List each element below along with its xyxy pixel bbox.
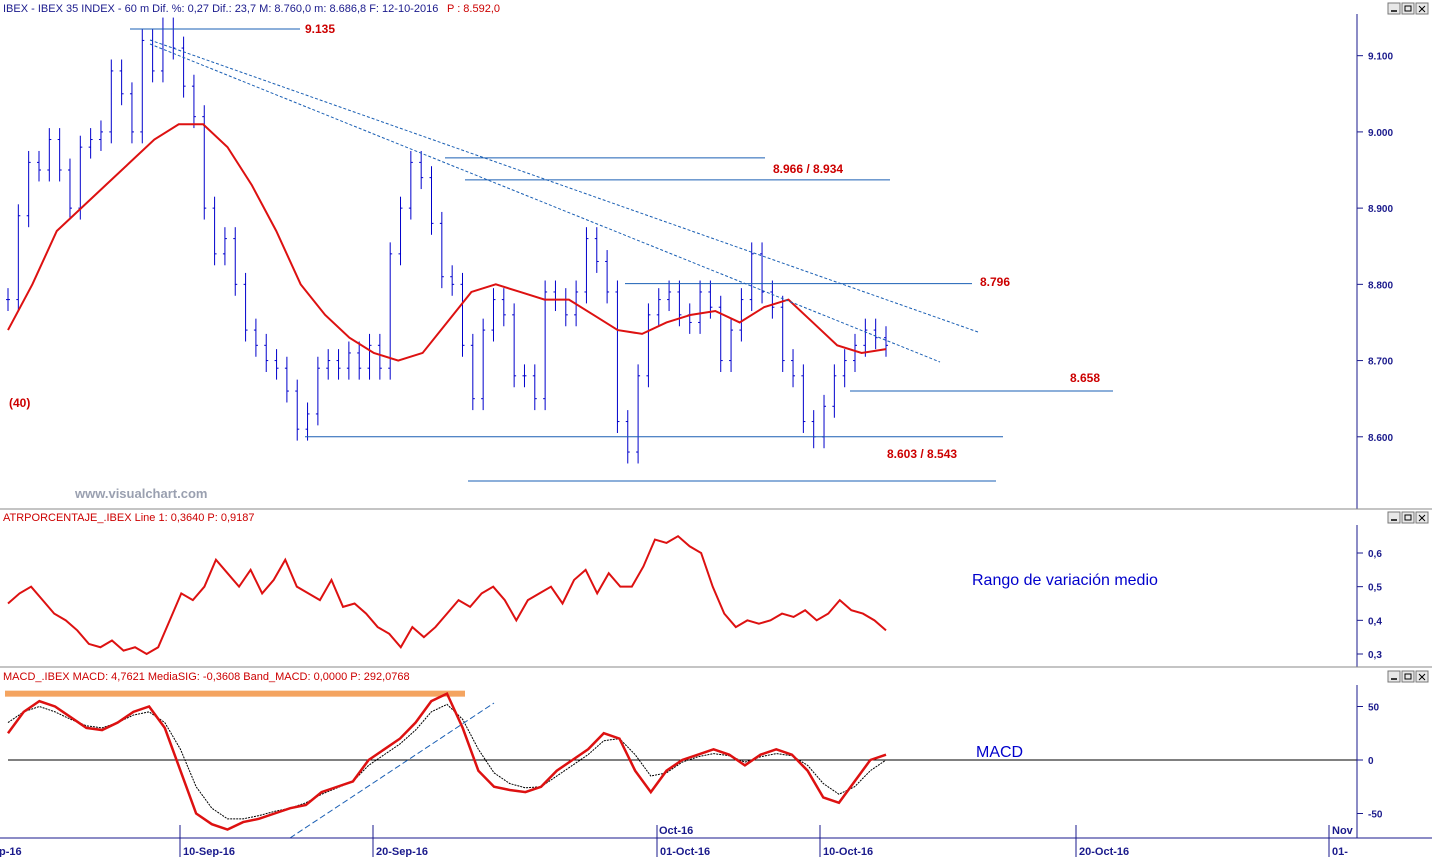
- price-panel-header: IBEX - IBEX 35 INDEX - 60 m Dif. %: 0,27…: [3, 3, 438, 15]
- price-window-buttons: [1387, 2, 1429, 15]
- x-tick-label: 01-Oct-16: [660, 846, 710, 857]
- y-tick-label: 0,6: [1368, 549, 1382, 560]
- y-tick-label: 0,5: [1368, 583, 1382, 594]
- macd-line: [6, 691, 887, 831]
- x-tick-label: 10-Sep-16: [183, 846, 235, 857]
- level-label: 8.796: [980, 275, 1010, 289]
- price-y-ticks: 9.100 9.000 8.900 8.800 8.700 8.600: [1357, 52, 1393, 444]
- ma-period-label: (40): [9, 396, 30, 410]
- y-tick-label: 50: [1368, 703, 1380, 714]
- macd-signal-line: [7, 703, 887, 820]
- price-panel-header-p: P : 8.592,0: [447, 3, 500, 15]
- y-tick-label: 0,4: [1368, 616, 1382, 627]
- y-tick-label: 0: [1368, 756, 1374, 767]
- x-tick-label: 20-Sep-16: [376, 846, 428, 857]
- y-tick-label: 8.800: [1368, 280, 1393, 291]
- macd-note: MACD: [976, 744, 1023, 761]
- y-tick-label: 9.100: [1368, 52, 1393, 63]
- trendline-lower: [149, 43, 941, 363]
- y-tick-label: 8.900: [1368, 204, 1393, 215]
- macd-trendline: [289, 702, 495, 839]
- macd-y-ticks: 50 0 -50: [1357, 703, 1383, 821]
- y-tick-label: -50: [1368, 810, 1383, 821]
- trendline-upper: [149, 39, 979, 333]
- level-label: 8.603 / 8.543: [887, 447, 957, 461]
- y-tick-label: 0,3: [1368, 650, 1382, 661]
- macd-highlight-bar: [5, 690, 465, 697]
- x-tick-label: 01-: [1332, 846, 1348, 857]
- restore-button[interactable]: [1401, 511, 1415, 524]
- x-tick-label-upper: Nov: [1332, 825, 1354, 837]
- macd-panel-header: MACD_.IBEX MACD: 4,7621 MediaSIG: -0,360…: [3, 671, 410, 683]
- macd-window-buttons: [1387, 670, 1429, 683]
- atr-line: [7, 534, 887, 656]
- support-resistance-levels: 9.135 8.966 / 8.934 8.796 8.658 8.603 / 8.54…: [130, 22, 1113, 482]
- atr-y-ticks: 0,6 0,5 0,4 0,3: [1357, 549, 1382, 661]
- price-candles: [6, 17, 888, 464]
- x-ticks: p-16 10-Sep-16 20-Sep-16 01-Oct-16 10-Oct-16…: [0, 825, 1354, 857]
- atr-window-buttons: [1387, 511, 1429, 524]
- restore-button[interactable]: [1401, 670, 1415, 683]
- atr-panel-header: ATRPORCENTAJE_.IBEX Line 1: 0,3640 P: 0,…: [3, 512, 255, 524]
- minimize-button[interactable]: [1387, 2, 1401, 15]
- moving-average-line: [7, 123, 887, 362]
- level-label: 9.135: [305, 22, 335, 36]
- price-panel-bg: [0, 0, 1357, 509]
- level-label: 8.658: [1070, 371, 1100, 385]
- y-tick-label: 8.600: [1368, 433, 1393, 444]
- x-tick-label: 20-Oct-16: [1079, 846, 1129, 857]
- minimize-button[interactable]: [1387, 670, 1401, 683]
- level-label: 8.966 / 8.934: [773, 162, 843, 176]
- watermark: www.visualchart.com: [74, 486, 207, 501]
- minimize-button[interactable]: [1387, 511, 1401, 524]
- x-tick-label-upper: Oct-16: [659, 825, 693, 837]
- y-tick-label: 8.700: [1368, 357, 1393, 368]
- y-tick-label: 9.000: [1368, 128, 1393, 139]
- x-tick-label: 10-Oct-16: [823, 846, 873, 857]
- restore-button[interactable]: [1401, 2, 1415, 15]
- atr-note: Rango de variación medio: [972, 572, 1158, 589]
- x-tick-label: p-16: [0, 846, 22, 857]
